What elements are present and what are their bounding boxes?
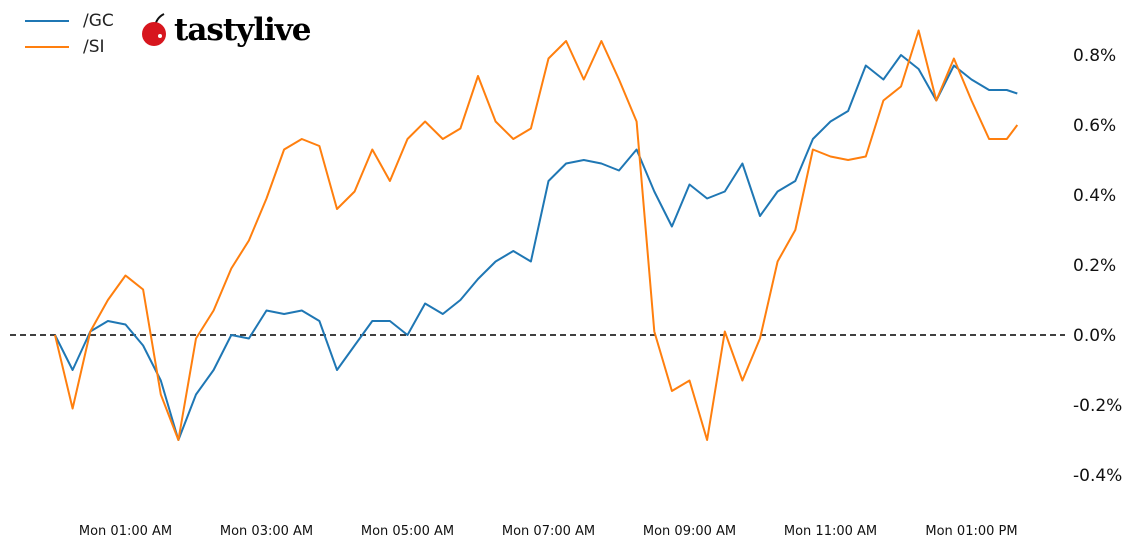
y-tick-label: 0.0% [1073,326,1116,346]
series-line-gc [54,54,1018,441]
x-tick-label: Mon 07:00 AM [502,524,595,539]
legend-swatch-gc [25,20,69,22]
x-tick-label: Mon 01:00 AM [79,524,172,539]
x-tick-label: Mon 01:00 PM [925,524,1017,539]
legend-label-gc: /GC [83,11,114,31]
tastylive-logo: tastylive [140,12,311,48]
y-tick-label: 0.4% [1073,186,1116,206]
y-tick-label: 0.8% [1073,46,1116,66]
legend-label-si: /SI [83,37,105,57]
cherry-icon [142,13,166,46]
logo-text: tastylive [174,12,311,48]
legend-item-si: /SI [25,34,114,60]
y-tick-label: -0.2% [1073,396,1122,416]
x-tick-label: Mon 11:00 AM [784,524,877,539]
x-tick-label: Mon 05:00 AM [361,524,454,539]
y-tick-label: -0.4% [1073,466,1122,486]
legend-item-gc: /GC [25,8,114,34]
series-line-si [54,29,1019,441]
y-tick-label: 0.6% [1073,116,1116,136]
legend-swatch-si [25,46,69,48]
y-tick-label: 0.2% [1073,256,1116,276]
x-tick-label: Mon 03:00 AM [220,524,313,539]
x-tick-label: Mon 09:00 AM [643,524,736,539]
legend: /GC /SI [25,8,114,60]
